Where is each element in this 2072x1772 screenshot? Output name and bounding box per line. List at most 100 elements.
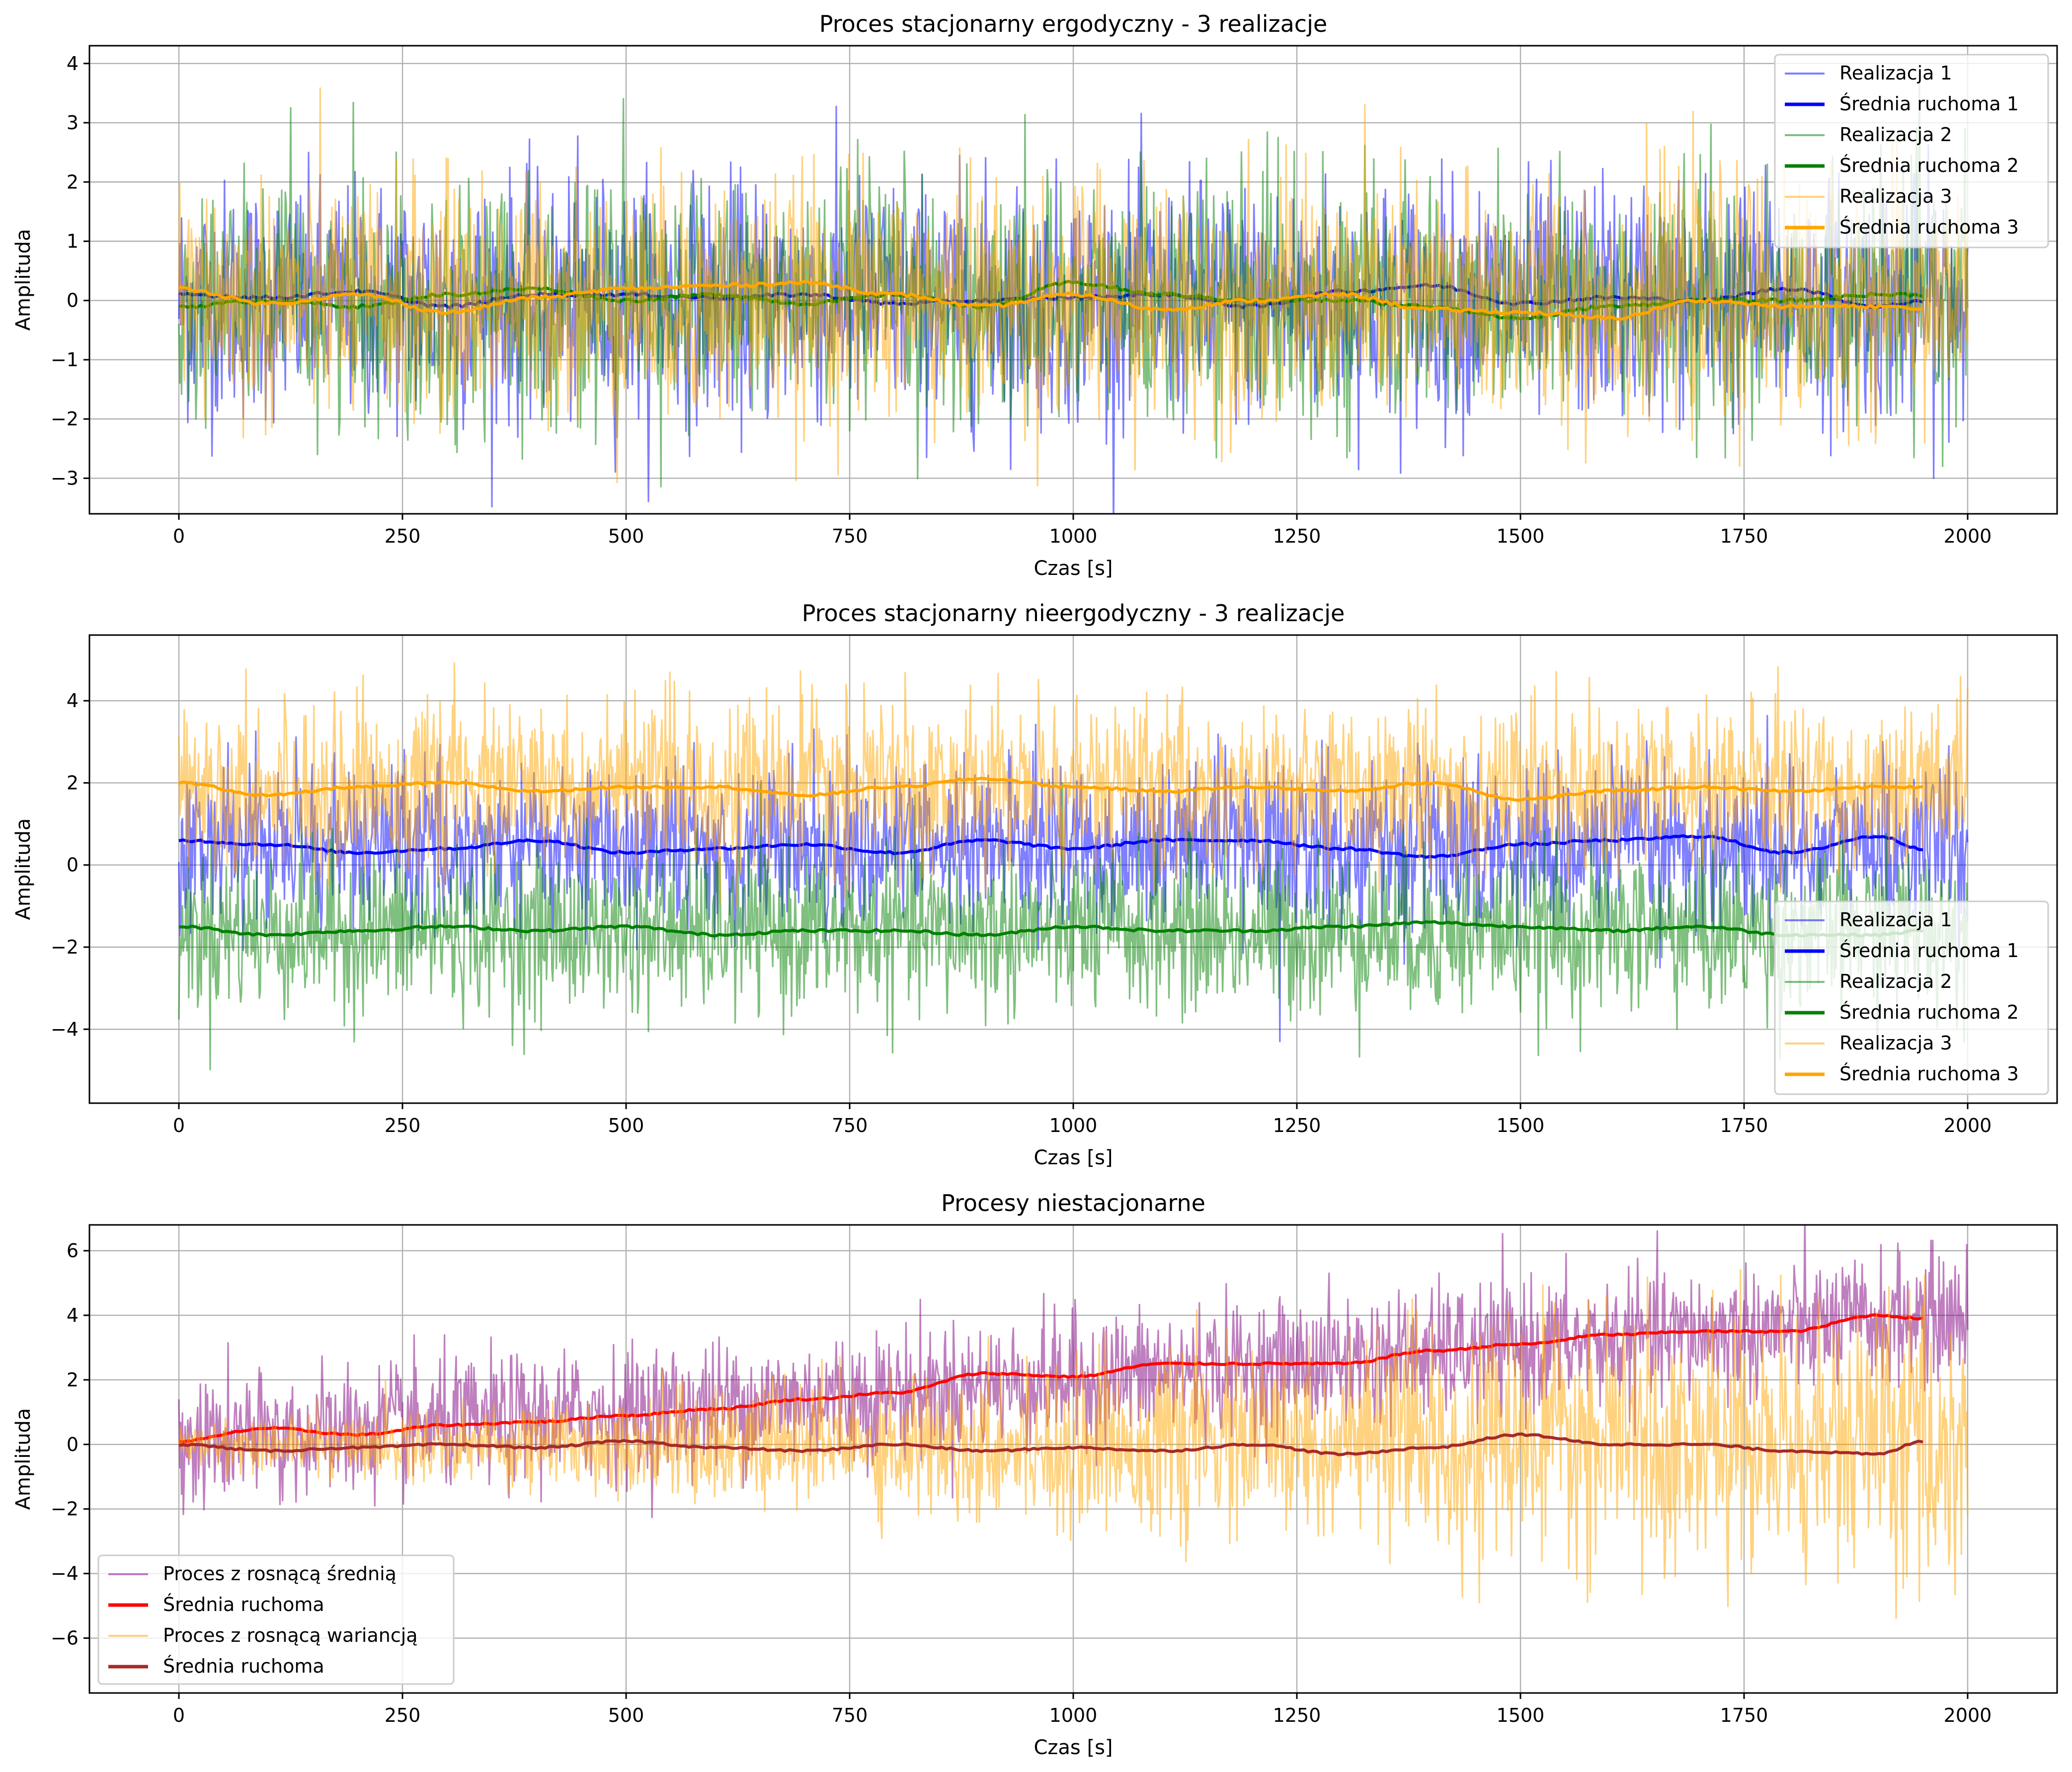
y-tick-label: −4	[51, 1018, 79, 1040]
legend-label: Średnia ruchoma 1	[1839, 940, 2019, 962]
y-tick-label: 0	[67, 290, 79, 312]
legend-label: Średnia ruchoma 3	[1839, 216, 2019, 238]
chart-panel-ergodic: 0 250 500 750 1000 1250 1500 1750 2000 −3 −2 −1 0 1 2…	[12, 10, 2058, 580]
y-tick-label: 1	[67, 230, 79, 252]
y-tick-label: −1	[51, 349, 79, 371]
x-tick-label: 1750	[1720, 1704, 1768, 1726]
series-line-5	[178, 87, 1969, 486]
chart-title: Proces stacjonarny nieergodyczny - 3 rea…	[802, 600, 1345, 627]
x-tick-label: 1000	[1049, 525, 1098, 547]
x-tick-label: 750	[832, 1115, 868, 1136]
x-tick-label: 1500	[1497, 1704, 1545, 1726]
legend-label: Średnia ruchoma	[163, 1655, 324, 1677]
y-axis-label: Amplituda	[12, 1408, 35, 1510]
y-tick-label: 2	[67, 772, 79, 794]
y-tick-label: −2	[51, 408, 79, 430]
x-tick-label: 1000	[1049, 1115, 1098, 1136]
legend-label: Średnia ruchoma 3	[1839, 1063, 2019, 1085]
y-tick-label: 4	[67, 690, 79, 712]
x-tick-label: 250	[385, 1115, 421, 1136]
x-tick-label: 250	[385, 1704, 421, 1726]
legend: Proces z rosnącą średnią Średnia ruchoma P…	[97, 1554, 455, 1685]
y-tick-label: −6	[51, 1627, 79, 1649]
y-axis-label: Amplituda	[12, 229, 35, 331]
y-axis-label: Amplituda	[12, 818, 35, 920]
y-tick-label: 2	[67, 1369, 79, 1391]
y-tick-label: 0	[67, 854, 79, 876]
x-tick-label: 1500	[1497, 1115, 1545, 1136]
series-line-2	[178, 834, 1923, 859]
y-tick-label: 2	[67, 171, 79, 193]
legend-label: Realizacja 3	[1839, 185, 1952, 207]
y-tick-label: 0	[67, 1434, 79, 1455]
legend-items: Realizacja 1 Średnia ruchoma 1 Realizacja …	[1785, 909, 2019, 1085]
series-line-4	[178, 920, 1923, 938]
chart-panel-nonstationary: 0 250 500 750 1000 1250 1500 1750 2000 −6 −4 −2 0 2 4…	[12, 1190, 2058, 1759]
x-tick-label: 750	[832, 1704, 868, 1726]
x-tick-label: 500	[608, 525, 644, 547]
x-axis-label: Czas [s]	[1034, 557, 1113, 580]
x-tick-label: 750	[832, 525, 868, 547]
y-tick-label: 4	[67, 1304, 79, 1326]
legend-box	[1774, 54, 2049, 248]
series-line-6	[178, 279, 1923, 321]
x-tick-label: 2000	[1944, 1115, 1992, 1136]
y-tick-label: −2	[51, 936, 79, 958]
plot-area	[178, 73, 1969, 514]
legend-box	[1774, 900, 2049, 1095]
chart-panel-nonergodic: 0 250 500 750 1000 1250 1500 1750 2000 −4 −2 0 2 4 P…	[12, 600, 2058, 1169]
legend-label: Realizacja 3	[1839, 1032, 1952, 1054]
x-tick-label: 250	[385, 525, 421, 547]
x-tick-label: 0	[173, 1704, 185, 1726]
x-tick-label: 2000	[1944, 525, 1992, 547]
x-tick-label: 1500	[1497, 525, 1545, 547]
legend-label: Realizacja 2	[1839, 970, 1952, 992]
series-line-6	[178, 777, 1923, 802]
y-tick-label: 4	[67, 53, 79, 75]
chart-title: Proces stacjonarny ergodyczny - 3 realiz…	[819, 10, 1327, 37]
x-tick-label: 1250	[1273, 1704, 1321, 1726]
legend-label: Realizacja 1	[1839, 909, 1952, 931]
x-tick-label: 1750	[1720, 1115, 1768, 1136]
legend-label: Proces z rosnącą średnią	[163, 1563, 397, 1585]
legend-label: Średnia ruchoma 2	[1839, 155, 2019, 176]
plot-area	[178, 1225, 1969, 1619]
legend-label: Proces z rosnącą wariancją	[163, 1624, 418, 1646]
legend: Realizacja 1 Średnia ruchoma 1 Realizacja …	[1774, 900, 2049, 1095]
legend-label: Średnia ruchoma 2	[1839, 1001, 2019, 1023]
x-axis-label: Czas [s]	[1034, 1146, 1113, 1169]
legend-label: Średnia ruchoma	[163, 1594, 324, 1615]
legend-items: Proces z rosnącą średnią Średnia ruchoma P…	[108, 1563, 418, 1677]
legend: Realizacja 1 Średnia ruchoma 1 Realizacja …	[1774, 54, 2049, 248]
y-tick-label: 3	[67, 112, 79, 134]
series-line-4	[178, 1432, 1923, 1456]
y-axis-ticks: −3 −2 −1 0 1 2 3 4	[51, 53, 89, 489]
chart-title: Procesy niestacjonarne	[941, 1190, 1205, 1216]
x-tick-label: 0	[173, 525, 185, 547]
legend-label: Średnia ruchoma 1	[1839, 93, 2019, 115]
x-tick-label: 1000	[1049, 1704, 1098, 1726]
x-tick-label: 1250	[1273, 525, 1321, 547]
x-axis-ticks: 0 250 500 750 1000 1250 1500 1750 2000	[173, 1693, 1992, 1726]
series-line-3	[178, 783, 1969, 1070]
legend-label: Realizacja 2	[1839, 124, 1952, 146]
x-axis-label: Czas [s]	[1034, 1736, 1113, 1759]
x-tick-label: 500	[608, 1704, 644, 1726]
series-line-2	[178, 1313, 1923, 1444]
x-axis-ticks: 0 250 500 750 1000 1250 1500 1750 2000	[173, 1103, 1992, 1136]
y-tick-label: 6	[67, 1240, 79, 1262]
x-tick-label: 500	[608, 1115, 644, 1136]
x-tick-label: 1750	[1720, 525, 1768, 547]
y-tick-label: −2	[51, 1498, 79, 1520]
series-line-5	[178, 662, 1969, 908]
x-tick-label: 1250	[1273, 1115, 1321, 1136]
x-axis-ticks: 0 250 500 750 1000 1250 1500 1750 2000	[173, 514, 1992, 547]
x-tick-label: 2000	[1944, 1704, 1992, 1726]
legend-items: Realizacja 1 Średnia ruchoma 1 Realizacja …	[1785, 62, 2019, 238]
x-tick-label: 0	[173, 1115, 185, 1136]
y-axis-ticks: −4 −2 0 2 4	[51, 690, 89, 1040]
y-axis-ticks: −6 −4 −2 0 2 4 6	[51, 1240, 89, 1649]
legend-label: Realizacja 1	[1839, 62, 1952, 84]
y-tick-label: −4	[51, 1563, 79, 1585]
